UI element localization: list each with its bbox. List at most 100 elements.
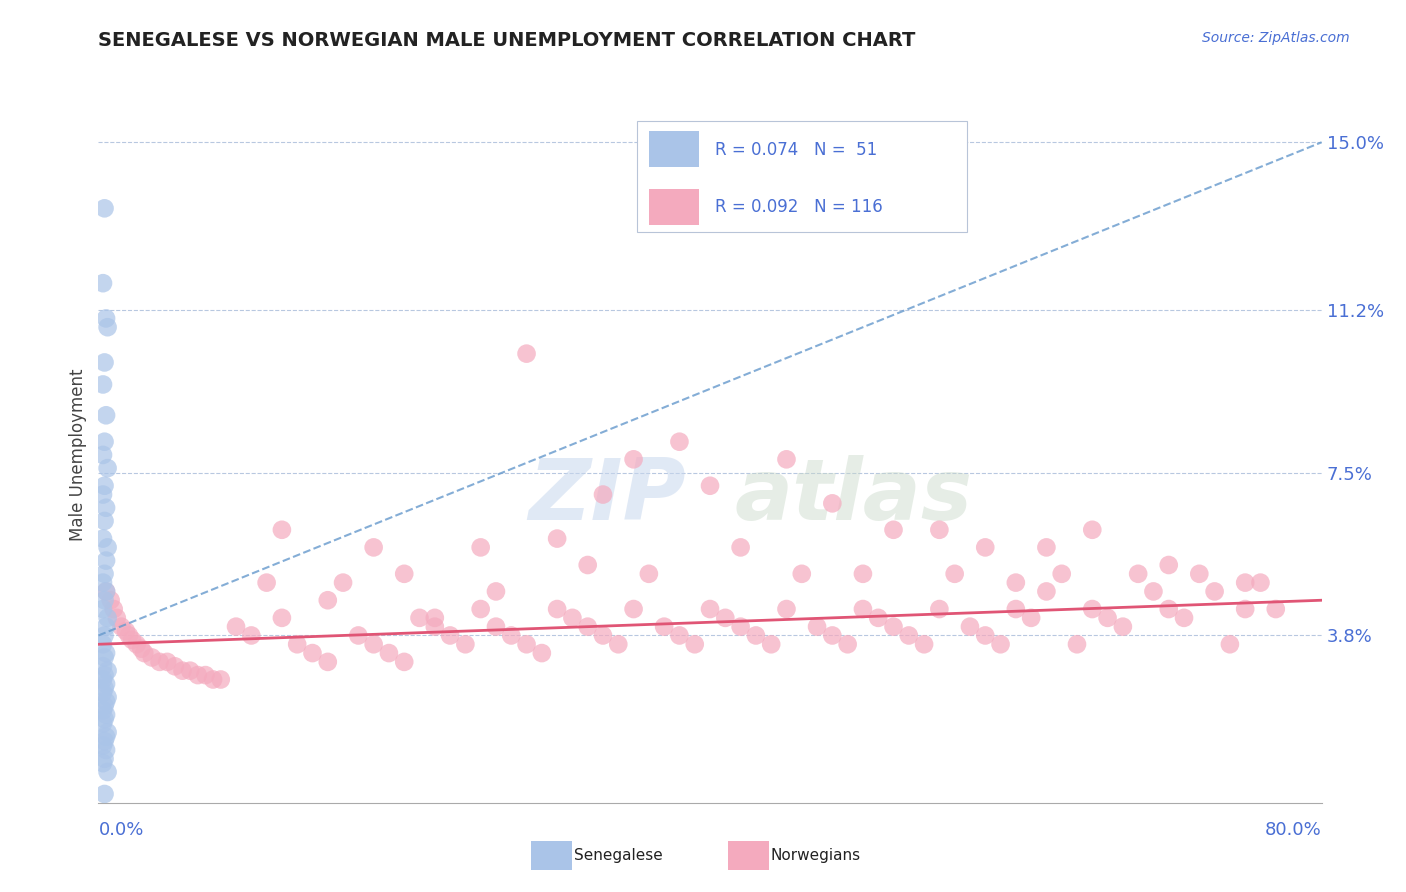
Point [316,593,339,607]
Point [91,637,114,651]
Point [93,628,115,642]
Point [94,409,117,423]
Point [118,628,141,642]
Point [225,620,247,634]
Point [501,628,523,642]
Point [285,637,308,651]
Point [94,677,117,691]
Point [837,637,859,651]
Text: 0.0%: 0.0% [98,821,143,838]
Point [592,487,614,501]
Point [125,637,148,651]
Point [100,593,122,607]
Point [912,637,935,651]
Point [1004,575,1026,590]
Point [623,602,645,616]
Point [91,276,114,290]
Point [546,532,568,546]
Point [97,664,120,678]
Point [156,655,179,669]
Point [1234,602,1257,616]
Text: Norwegians: Norwegians [770,848,860,863]
Point [974,541,997,555]
Point [1081,523,1104,537]
Point [423,620,446,634]
Point [561,611,583,625]
Point [516,637,538,651]
Point [363,541,385,555]
Text: atlas: atlas [734,455,973,538]
Point [1050,566,1073,581]
Point [928,602,950,616]
Point [93,650,115,665]
Point [94,694,117,708]
Point [1234,575,1257,590]
Point [516,346,538,360]
Point [637,566,661,581]
Text: Source: ZipAtlas.com: Source: ZipAtlas.com [1202,31,1350,45]
Point [187,668,209,682]
Point [347,628,370,642]
Point [959,620,981,634]
Point [852,602,875,616]
Point [91,703,114,717]
Point [714,611,737,625]
Point [699,602,721,616]
Point [91,686,114,700]
Point [163,659,186,673]
Point [1204,584,1226,599]
Point [301,646,323,660]
Point [91,532,114,546]
Point [868,611,890,625]
Point [93,681,115,696]
Point [91,716,114,731]
Point [93,514,115,528]
Point [93,698,115,713]
Point [943,566,966,581]
Point [1142,584,1164,599]
Point [1128,566,1150,581]
Point [179,664,201,678]
Point [93,434,115,449]
FancyBboxPatch shape [637,121,967,232]
Point [97,764,120,779]
Point [883,620,905,634]
Point [363,637,385,651]
Point [172,664,194,678]
Point [194,668,217,682]
Point [93,479,115,493]
Point [270,523,292,537]
Point [94,646,117,660]
Point [97,541,120,555]
Point [974,628,997,642]
Point [1249,575,1271,590]
Point [93,752,115,766]
Point [97,461,120,475]
Point [668,434,690,449]
Point [1188,566,1211,581]
Point [852,566,875,581]
Point [94,584,117,599]
Point [209,673,232,687]
Point [270,611,292,625]
Point [91,448,114,462]
Point [141,650,163,665]
Point [990,637,1012,651]
Point [1157,558,1180,572]
Point [392,655,416,669]
Point [928,523,950,537]
Point [821,496,844,510]
Point [1081,602,1104,616]
Point [730,541,752,555]
Text: Senegalese: Senegalese [574,848,662,863]
Point [423,611,446,625]
Point [110,620,132,634]
Point [93,668,115,682]
Point [1035,584,1057,599]
Point [94,500,117,515]
Point [91,739,114,753]
Text: ZIP: ZIP [527,455,686,538]
Point [1035,541,1057,555]
Point [103,602,125,616]
Point [821,628,844,642]
